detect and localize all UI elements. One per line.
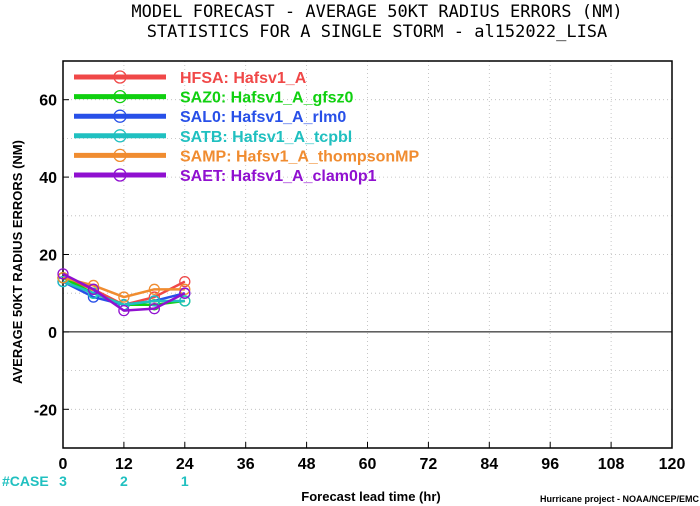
y-axis-label: AVERAGE 50KT RADIUS ERRORS (NM) bbox=[10, 140, 25, 384]
legend-marker bbox=[113, 148, 127, 163]
y-tick-label: 40 bbox=[39, 170, 57, 187]
x-tick-label: 120 bbox=[659, 456, 686, 473]
series-point bbox=[148, 295, 161, 307]
series-point bbox=[179, 275, 191, 288]
credit-text: Hurricane project - NOAA/NCEP/EMC bbox=[540, 494, 700, 504]
case-count: 3 bbox=[59, 473, 67, 489]
legend-entry: SAZ0: Hafsv1_A_gfsz0 bbox=[180, 90, 354, 107]
grid-lines bbox=[62, 60, 673, 449]
series-point bbox=[179, 287, 191, 299]
legend-marker bbox=[113, 109, 127, 123]
x-tick-label: 48 bbox=[298, 456, 316, 473]
x-tick-label: 72 bbox=[420, 456, 438, 473]
legend-entry: SATB: Hafsv1_A_tcpbl bbox=[180, 129, 352, 146]
legend-marker bbox=[113, 168, 127, 182]
x-tick-label: 24 bbox=[176, 456, 194, 473]
series-point bbox=[87, 283, 100, 295]
legend-entry: SAL0: Hafsv1_A_rlm0 bbox=[180, 109, 346, 126]
series-point bbox=[57, 275, 69, 288]
x-axis-label: Forecast lead time (hr) bbox=[301, 489, 440, 504]
series-line bbox=[62, 272, 186, 312]
legend-entry: HFSA: Hafsv1_A bbox=[180, 70, 307, 87]
x-tick-label: 0 bbox=[59, 456, 68, 473]
series-layer bbox=[57, 268, 191, 317]
series-point bbox=[57, 268, 69, 280]
series-point bbox=[179, 295, 191, 307]
legend-entry: SAMP: Hafsv1_A_thompsonMP bbox=[180, 148, 419, 165]
x-axis-ticks: 0 12 24 36 48 60 72 84 96 108 120 bbox=[59, 442, 686, 473]
case-count: 2 bbox=[120, 473, 128, 489]
series-line bbox=[62, 280, 185, 307]
y-tick-label: 20 bbox=[39, 248, 57, 265]
legend-entry: SAET: Hafsv1_A_clam0p1 bbox=[180, 168, 377, 185]
x-tick-label: 84 bbox=[480, 456, 498, 473]
y-tick-label: 60 bbox=[39, 93, 57, 110]
legend-marker bbox=[113, 129, 127, 143]
legend: HFSA: Hafsv1_A SAZ0: Hafsv1_A_gfsz0 SAL0: … bbox=[74, 70, 419, 185]
legend-marker bbox=[113, 70, 127, 84]
legend-marker bbox=[113, 89, 127, 104]
case-row-label: #CASE bbox=[2, 473, 49, 489]
y-axis-ticks: -20 0 20 40 60 bbox=[34, 93, 69, 419]
y-tick-label: -20 bbox=[34, 402, 57, 419]
y-tick-label: 0 bbox=[48, 325, 57, 342]
case-count: 1 bbox=[181, 473, 189, 489]
x-tick-label: 108 bbox=[598, 456, 625, 473]
series-point bbox=[148, 303, 161, 315]
case-counts: 3 2 1 bbox=[59, 473, 189, 489]
x-tick-label: 36 bbox=[237, 456, 255, 473]
chart-title: MODEL FORECAST - AVERAGE 50KT RADIUS ERR… bbox=[131, 2, 622, 22]
x-tick-label: 96 bbox=[541, 456, 559, 473]
series-point bbox=[118, 291, 130, 303]
x-tick-label: 60 bbox=[359, 456, 377, 473]
chart-subtitle: STATISTICS FOR A SINGLE STORM - al152022… bbox=[147, 22, 608, 42]
series-point bbox=[148, 283, 161, 295]
series-point bbox=[118, 304, 130, 317]
x-tick-label: 12 bbox=[115, 456, 133, 473]
